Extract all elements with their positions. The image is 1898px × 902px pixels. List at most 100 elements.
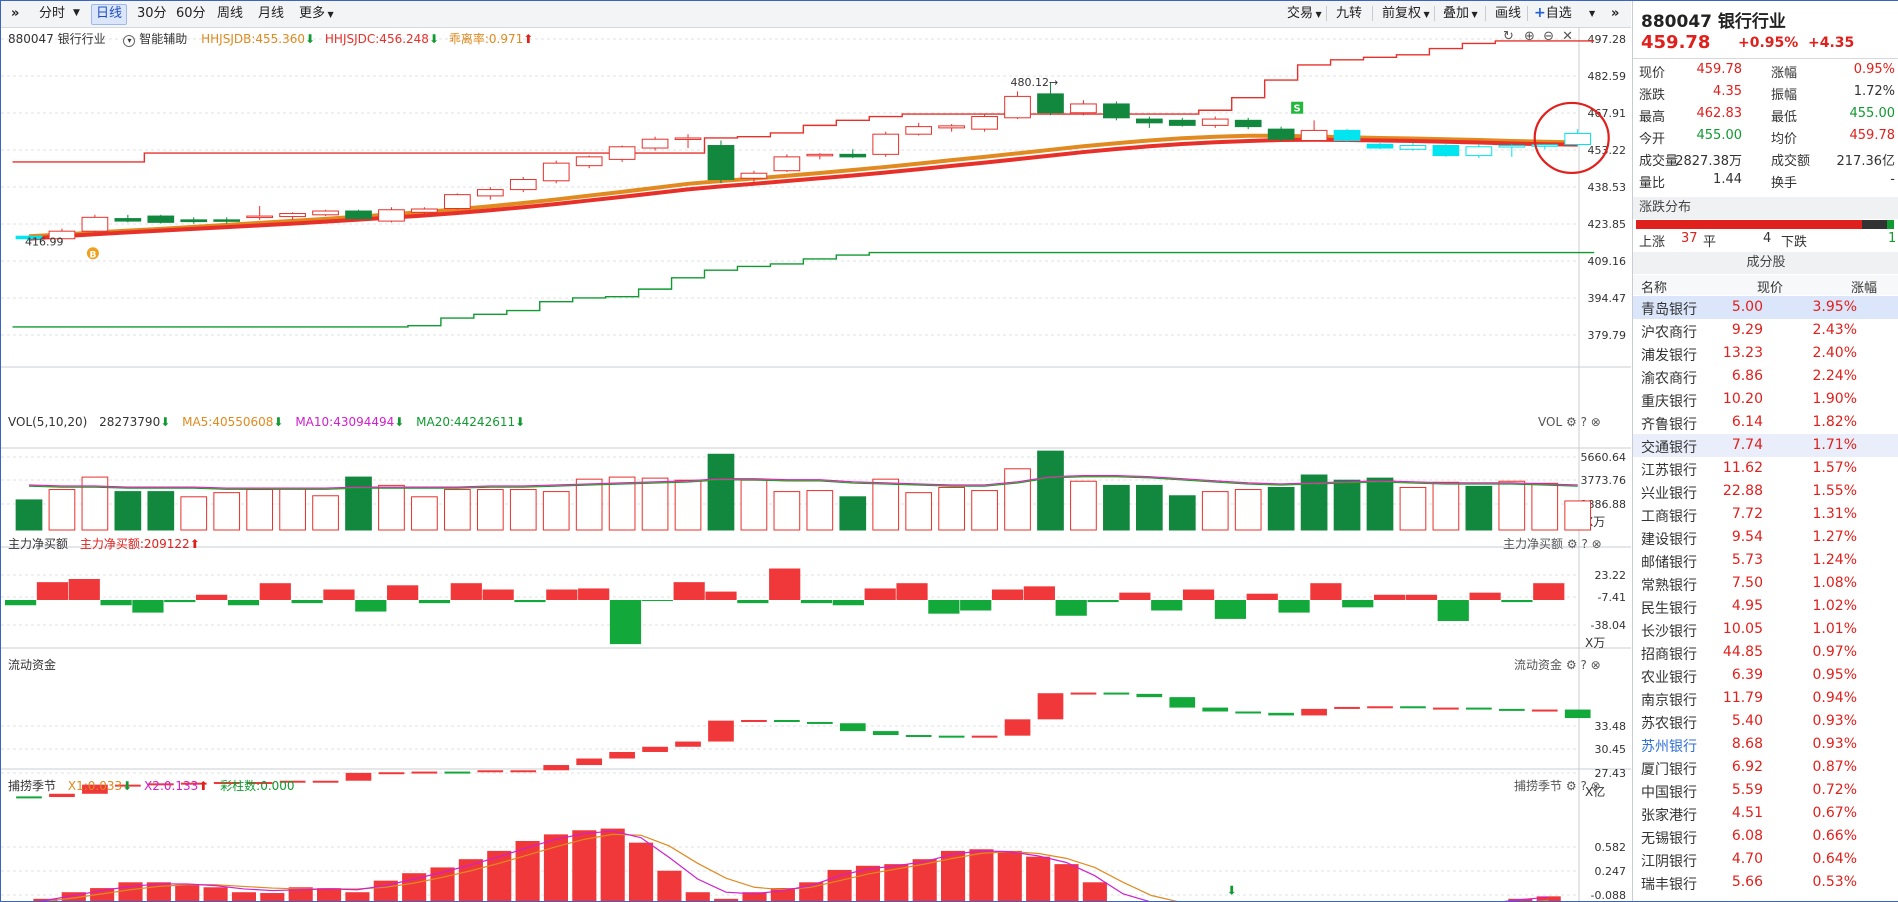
mainforce-bar [1437,600,1469,621]
list-item[interactable]: 渝农商行 6.86 2.24% [1633,365,1898,388]
quote-label: 涨幅 [1771,66,1798,81]
list-item[interactable]: 张家港行 4.51 0.67% [1633,802,1898,825]
list-item[interactable]: 民生银行 4.95 1.02% [1633,595,1898,618]
tab-weekly[interactable]: 周线 [217,6,244,21]
close-icon[interactable]: ⊗ [1590,779,1601,793]
list-item[interactable]: 长沙银行 10.05 1.01% [1633,618,1898,641]
list-item[interactable]: 招商银行 44.85 0.97% [1633,641,1898,664]
list-item[interactable]: 沪农商行 9.29 2.43% [1633,319,1898,342]
tab-more[interactable]: 更多 ▼ [295,4,338,23]
zoom-out-icon[interactable]: ⊖ [1543,29,1554,44]
list-item[interactable]: 南京银行 11.79 0.94% [1633,687,1898,710]
dist-bar-down [1887,220,1894,229]
season-bar [997,850,1022,901]
col-name[interactable]: 名称 [1641,281,1668,296]
close-icon[interactable]: ⊗ [1591,537,1602,551]
down-arrow-icon: ⬇ [305,32,316,46]
mainforce-bar [641,600,673,602]
quote-row: 最高 462.83 最低 455.00 [1633,103,1898,125]
list-item[interactable]: 中国银行 5.59 0.72% [1633,779,1898,802]
draw-button[interactable]: 画线 [1495,6,1522,21]
volume-bar [542,491,570,531]
stock-pct: 1.57% [1812,460,1857,476]
quote-label: 量比 [1639,176,1666,191]
liquid-bar [279,780,306,783]
list-item[interactable]: 常熟银行 7.50 1.08% [1633,572,1898,595]
list-item[interactable]: 瑞丰银行 5.66 0.53% [1633,871,1898,894]
list-item[interactable]: 兴业银行 22.88 1.55% [1633,480,1898,503]
gear-icon[interactable]: ⚙ [1565,658,1577,672]
watchlist-button[interactable]: +自选 [1530,4,1576,23]
list-item[interactable]: 青岛银行 5.00 3.95% [1633,296,1898,319]
down-arrow-icon: ⬇ [160,415,171,429]
tab-60min[interactable]: 60分 [176,6,206,21]
gear-icon[interactable]: ⚙ [1565,415,1577,429]
y-tick-label: 482.59 [1588,70,1627,83]
list-item[interactable]: 无锡银行 6.08 0.66% [1633,825,1898,848]
close-icon[interactable]: ⊗ [1590,658,1601,672]
adjust-label: 前复权 [1382,6,1422,21]
candle [345,210,372,220]
quote-row: 量比 1.44 换手 - [1633,169,1898,191]
trade-button[interactable]: 交易 ▼ [1283,4,1326,23]
mainforce-bar [387,585,419,600]
help-icon[interactable]: ? [1580,779,1587,793]
zoom-in-icon[interactable]: ⊕ [1524,29,1535,44]
tab-30min[interactable]: 30分 [137,6,167,21]
gear-icon[interactable]: ⚙ [1565,779,1577,793]
list-item[interactable]: 厦门银行 6.92 0.87% [1633,756,1898,779]
toolbar-divider [1372,6,1373,21]
tab-daily[interactable]: 日线 [91,4,128,25]
refresh-icon[interactable]: ↻ [1503,29,1514,44]
list-item[interactable]: 苏农银行 5.40 0.93% [1633,710,1898,733]
season-x1-line [35,833,1549,901]
volume-bar [608,476,636,531]
tab-intraday[interactable]: 分时 [39,6,66,21]
liquid-bar [938,735,965,738]
quote-label: 换手 [1771,176,1798,191]
collapse-icon[interactable]: » [1611,6,1620,21]
jiuzhuan-button[interactable]: 九转 [1336,6,1363,21]
list-item[interactable]: 齐鲁银行 6.14 1.82% [1633,411,1898,434]
adjust-button[interactable]: 前复权 ▼ [1378,4,1434,23]
list-item[interactable]: 交通银行 7.74 1.71% [1633,434,1898,457]
list-item[interactable]: 重庆银行 10.20 1.90% [1633,388,1898,411]
mainforce-bar [1087,600,1119,603]
buy-marker-label: B [89,250,96,260]
stock-price: 6.86 [1731,368,1763,384]
candle [444,194,471,210]
stock-price: 6.39 [1731,667,1763,683]
close-icon[interactable]: ✕ [1562,29,1574,44]
close-icon[interactable]: ⊗ [1590,415,1601,429]
expand-icon[interactable]: » [11,6,20,21]
season-bar [515,841,540,901]
list-item[interactable]: 江苏银行 11.62 1.57% [1633,457,1898,480]
list-item[interactable]: 苏州银行 8.68 0.93% [1633,733,1898,756]
list-item[interactable]: 农业银行 6.39 0.95% [1633,664,1898,687]
list-item[interactable]: 建设银行 9.54 1.27% [1633,526,1898,549]
help-icon[interactable]: ? [1580,415,1587,429]
down-arrow-icon: ⬇ [273,415,284,429]
stock-name: 邮储银行 [1641,555,1697,571]
volume-bar [213,492,241,531]
help-icon[interactable]: ? [1581,537,1588,551]
smart-assist-toggle[interactable]: ▾ 智能辅助 [123,32,187,47]
list-item[interactable]: 邮储银行 5.73 1.24% [1633,549,1898,572]
tab-monthly[interactable]: 月线 [258,6,285,21]
col-price[interactable]: 现价 [1757,281,1784,296]
candle [1070,103,1097,114]
help-icon[interactable]: ? [1580,658,1587,672]
list-item[interactable]: 浦发银行 13.23 2.40% [1633,342,1898,365]
stock-pct: 0.93% [1812,713,1857,729]
gear-icon[interactable]: ⚙ [1566,537,1578,551]
season-bar [175,884,200,901]
watchlist-dropdown-icon[interactable]: ▼ [1589,9,1596,18]
col-pct[interactable]: 涨幅 [1851,281,1878,296]
list-item[interactable]: 江阴银行 4.70 0.64% [1633,848,1898,871]
chart-canvas[interactable]: 497.28482.59467.91453.22438.53423.85409.… [1,27,1631,901]
candle [476,189,504,197]
liq-right-label: 流动资金 [1514,658,1563,672]
overlay-button[interactable]: 叠加 ▼ [1439,4,1482,23]
intraday-dropdown-icon[interactable]: ▼ [73,8,80,18]
list-item[interactable]: 工商银行 7.72 1.31% [1633,503,1898,526]
